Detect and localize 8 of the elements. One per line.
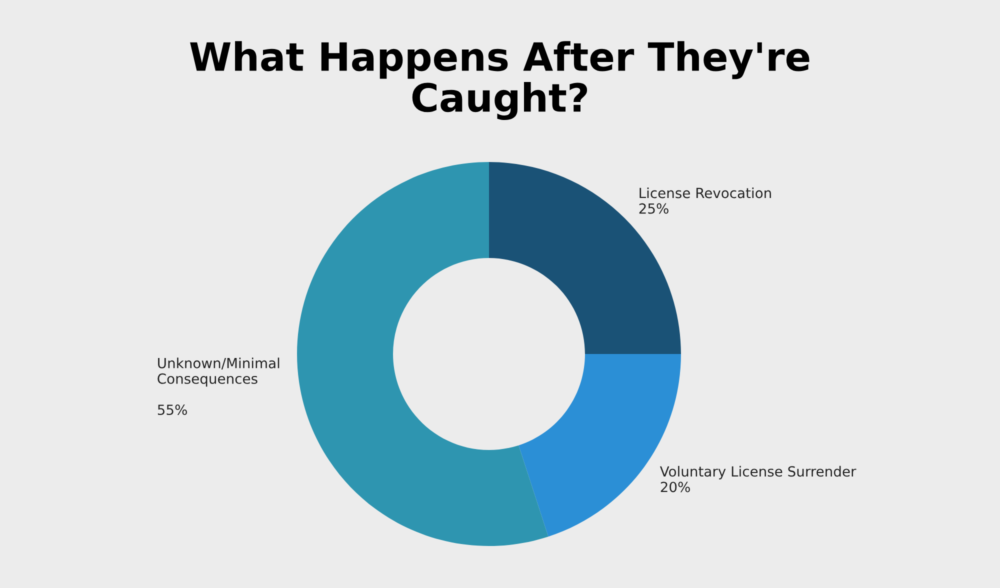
data-label: 25% — [639, 203, 668, 214]
data-label: 20% — [660, 482, 690, 492]
slice-label: License Revocation — [640, 187, 771, 198]
chart-title: What Happens After They're Caught? — [190, 41, 810, 120]
slice-label: Voluntary License Surrender — [660, 466, 856, 480]
data-label: 55% — [158, 404, 187, 416]
donut-slice — [297, 162, 548, 546]
slice-label: Unknown/Minimal Consequences — [158, 358, 280, 387]
